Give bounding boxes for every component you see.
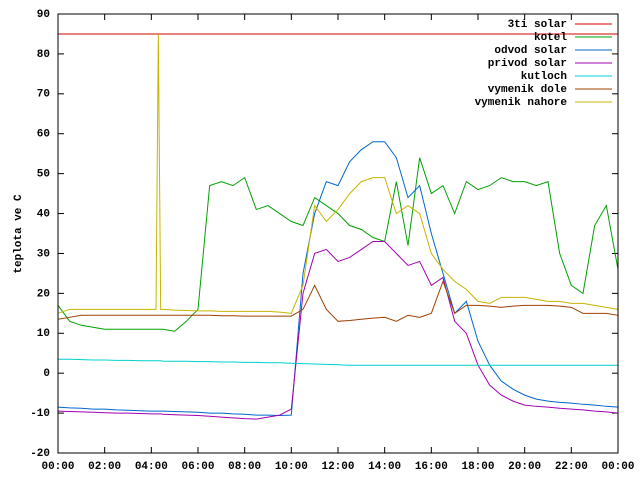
x-tick-label: 14:00 bbox=[368, 461, 401, 473]
y-tick-label: 70 bbox=[37, 89, 50, 101]
y-tick-label: 90 bbox=[37, 9, 50, 21]
y-tick-label: 60 bbox=[37, 129, 50, 141]
legend-label: kotel bbox=[534, 32, 567, 44]
x-tick-label: 18:00 bbox=[461, 461, 494, 473]
series-line bbox=[58, 358, 618, 366]
x-tick-label: 02:00 bbox=[88, 461, 121, 473]
series-line bbox=[57, 33, 619, 314]
legend-label: vymenik dole bbox=[488, 84, 568, 96]
legend-label: odvod solar bbox=[494, 45, 567, 57]
x-tick-label: 12:00 bbox=[321, 461, 354, 473]
legend-label: privod solar bbox=[488, 58, 567, 70]
x-tick-label: 06:00 bbox=[181, 461, 214, 473]
x-tick-label: 00:00 bbox=[41, 461, 74, 473]
y-tick-label: 80 bbox=[37, 49, 50, 61]
y-axis-label: teplota ve C bbox=[13, 194, 25, 274]
x-tick-label: 08:00 bbox=[228, 461, 261, 473]
x-tick-label: 20:00 bbox=[508, 461, 541, 473]
y-tick-label: -10 bbox=[30, 408, 50, 420]
series-line bbox=[57, 279, 619, 322]
x-tick-label: 00:00 bbox=[601, 461, 634, 473]
series-line bbox=[57, 141, 619, 416]
y-tick-label: 50 bbox=[37, 169, 50, 181]
legend-label: 3ti solar bbox=[508, 19, 567, 31]
y-tick-label: -20 bbox=[30, 448, 50, 460]
y-tick-label: 10 bbox=[37, 328, 50, 340]
x-tick-label: 22:00 bbox=[555, 461, 588, 473]
legend-label: kutloch bbox=[521, 71, 567, 83]
x-tick-label: 10:00 bbox=[275, 461, 308, 473]
legend-label: vymenik nahore bbox=[475, 97, 568, 109]
x-tick-label: 16:00 bbox=[415, 461, 448, 473]
x-tick-label: 04:00 bbox=[135, 461, 168, 473]
y-tick-label: 20 bbox=[37, 288, 50, 300]
y-tick-label: 40 bbox=[37, 208, 50, 220]
series-line bbox=[57, 240, 619, 420]
plot-border bbox=[57, 13, 619, 454]
y-tick-label: 30 bbox=[37, 248, 50, 260]
series-line bbox=[57, 157, 619, 332]
y-tick-label: 0 bbox=[43, 368, 50, 380]
